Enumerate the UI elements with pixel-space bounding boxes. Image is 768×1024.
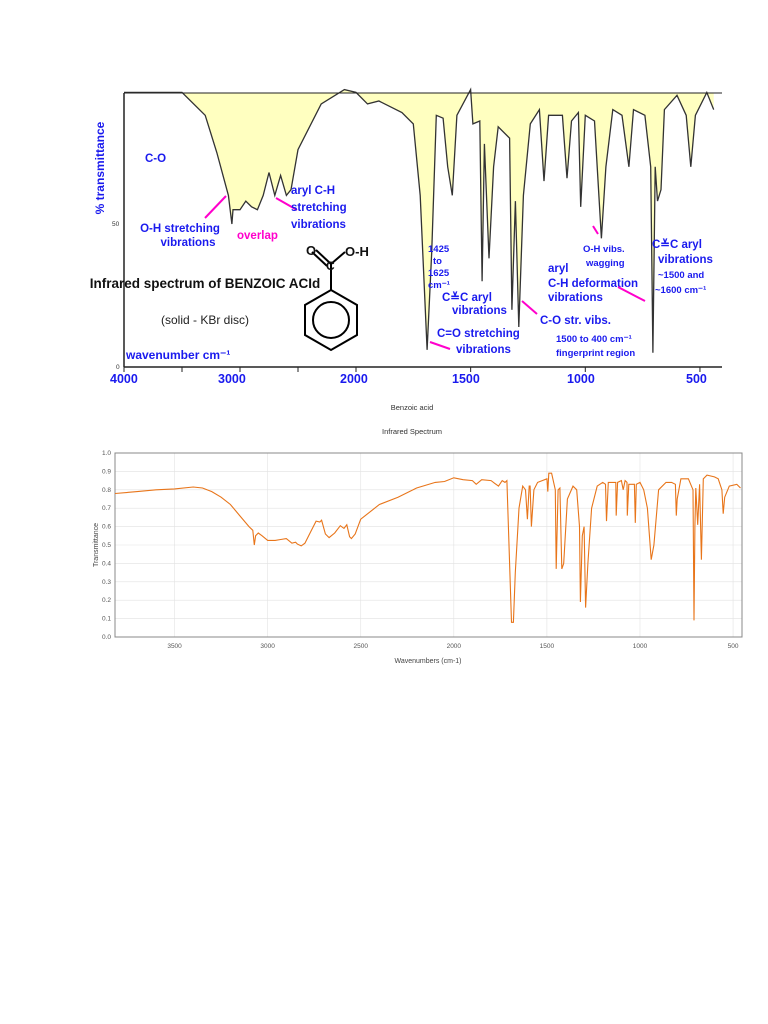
label-aryl-def-3: vibrations bbox=[548, 292, 603, 304]
chart-1-x-tick-1500: 1500 bbox=[452, 372, 480, 386]
chart-2-grid bbox=[115, 452, 742, 638]
label-cc-right-4: ~1600 cm⁻¹ bbox=[655, 285, 706, 296]
chart-2-y-tick-label: 0.4 bbox=[102, 560, 111, 567]
chart-2-y-tick-label: 0.7 bbox=[102, 505, 111, 512]
label-oh-stretching-1: O-H stretching bbox=[140, 223, 220, 235]
benzoic-acid-structure: O O-H C bbox=[304, 243, 369, 352]
chart-2-subtitle: Infrared Spectrum bbox=[382, 427, 442, 436]
label-range-1: 1425 bbox=[428, 244, 450, 255]
label-cc-right-3: ~1500 and bbox=[658, 270, 704, 281]
chart-1-yellow-fill bbox=[124, 89, 714, 353]
chart-1-y-label: % transmittance bbox=[93, 121, 107, 214]
chart-2-y-tick-label: 0.5 bbox=[102, 542, 111, 549]
label-overlap: overlap bbox=[237, 230, 278, 242]
chart-1-x-tick-1000: 1000 bbox=[567, 372, 595, 386]
pointer-oh-wag bbox=[592, 225, 599, 235]
chart-1-x-tick-marks bbox=[123, 367, 701, 372]
label-fingerprint-2: fingerprint region bbox=[556, 348, 635, 359]
chart-2-x-tick-label: 500 bbox=[728, 643, 739, 650]
chart-2-y-tick-label: 0.8 bbox=[102, 487, 111, 494]
label-co-str-vibs: C-O str. vibs. bbox=[540, 315, 611, 327]
chart-2-x-tick-label: 2000 bbox=[447, 643, 462, 650]
label-aryl-def-1: aryl bbox=[548, 263, 568, 275]
chart-2-title: Benzoic acid bbox=[391, 403, 434, 412]
label-aryl-ch-1: aryl C-H bbox=[291, 185, 335, 197]
chart-2-y-ticks: 0.0 0.1 0.2 0.3 0.4 0.5 0.6 0.7 0.8 0.9 1.0 bbox=[102, 450, 111, 641]
label-oh-wag-1: O-H vibs. bbox=[583, 244, 625, 255]
chart-1-y-tick-0: 0 bbox=[116, 364, 120, 371]
chart-2-x-tick-label: 2500 bbox=[354, 643, 369, 650]
label-oh-stretching-2: vibrations bbox=[161, 237, 216, 249]
chart-1-x-tick-2000: 2000 bbox=[340, 372, 368, 386]
chart-2-y-tick-label: 0.6 bbox=[102, 524, 111, 531]
chart-2-y-tick-label: 0.3 bbox=[102, 579, 111, 586]
svg-text:O: O bbox=[306, 243, 316, 258]
pointer-oh bbox=[204, 195, 227, 219]
label-cc-aryl-1: C≚C aryl bbox=[442, 291, 492, 304]
label-aryl-ch-2: stretching bbox=[291, 202, 347, 214]
label-range-3: 1625 bbox=[428, 268, 450, 279]
label-range-4: cm⁻¹ bbox=[428, 280, 450, 291]
chart-2-y-tick-label: 0.1 bbox=[102, 616, 111, 623]
label-aryl-ch-3: vibrations bbox=[291, 219, 346, 231]
svg-text:O-H: O-H bbox=[345, 244, 369, 259]
label-cc-aryl-2: vibrations bbox=[452, 305, 507, 317]
chart-2-y-tick-label: 0.9 bbox=[102, 468, 111, 475]
label-cc-right-1: C≚C aryl bbox=[652, 238, 702, 251]
chart-1-title-line: Infrared spectrum of BENZOIC ACId bbox=[90, 276, 321, 291]
chart-2-plot-frame bbox=[114, 452, 743, 638]
chart-1-annotated-ir-spectrum: % transmittance 50 0 4000 3000 2000 1500… bbox=[90, 87, 722, 386]
chart-1-x-tick-3000: 3000 bbox=[218, 372, 246, 386]
label-cc-right-2: vibrations bbox=[658, 254, 713, 266]
label-fingerprint-1: 1500 to 400 cm⁻¹ bbox=[556, 334, 632, 345]
label-co-stretching-2: vibrations bbox=[456, 344, 511, 356]
pointer-aryl-def bbox=[617, 286, 646, 302]
label-aryl-def-2: C-H deformation bbox=[548, 278, 638, 290]
label-oh-wag-2: wagging bbox=[585, 258, 625, 269]
chart-2-x-tick-label: 3000 bbox=[260, 643, 275, 650]
chart-2-ir-spectrum: Benzoic acid Infrared Spectrum 3500 3000 2… bbox=[93, 403, 743, 665]
chart-2-y-tick-label: 0.0 bbox=[102, 634, 111, 641]
pointer-co-str bbox=[521, 300, 538, 315]
chart-1-x-tick-4000: 4000 bbox=[110, 372, 138, 386]
chart-1-x-tick-500: 500 bbox=[686, 372, 707, 386]
pointer-aryl-ch bbox=[275, 197, 298, 211]
chart-1-spectrum-line bbox=[124, 87, 715, 353]
pointer-co-stretch bbox=[429, 341, 451, 350]
chart-2-x-tick-label: 3500 bbox=[167, 643, 182, 650]
chart-2-x-ticks: 3500 3000 2500 2000 1500 1000 500 bbox=[167, 643, 739, 650]
label-c-o: C-O bbox=[145, 153, 166, 165]
chart-1-y-tick-50: 50 bbox=[112, 221, 120, 228]
label-co-stretching-1: C=O stretching bbox=[437, 328, 520, 340]
svg-text:C: C bbox=[326, 259, 335, 273]
chart-2-y-tick-label: 0.2 bbox=[102, 597, 111, 604]
chart-2-y-label: Transmittance bbox=[93, 523, 100, 567]
chart-2-spectrum-line bbox=[114, 472, 741, 623]
chart-2-x-tick-label: 1000 bbox=[633, 643, 648, 650]
chart-1-subtitle: (solid - KBr disc) bbox=[161, 313, 249, 327]
chart-1-x-label: wavenumber cm⁻¹ bbox=[125, 348, 230, 362]
label-range-2: to bbox=[433, 256, 442, 267]
chart-2-x-tick-label: 1500 bbox=[540, 643, 555, 650]
chart-2-x-label: Wavenumbers (cm-1) bbox=[394, 658, 461, 665]
chart-2-y-tick-label: 1.0 bbox=[102, 450, 111, 457]
